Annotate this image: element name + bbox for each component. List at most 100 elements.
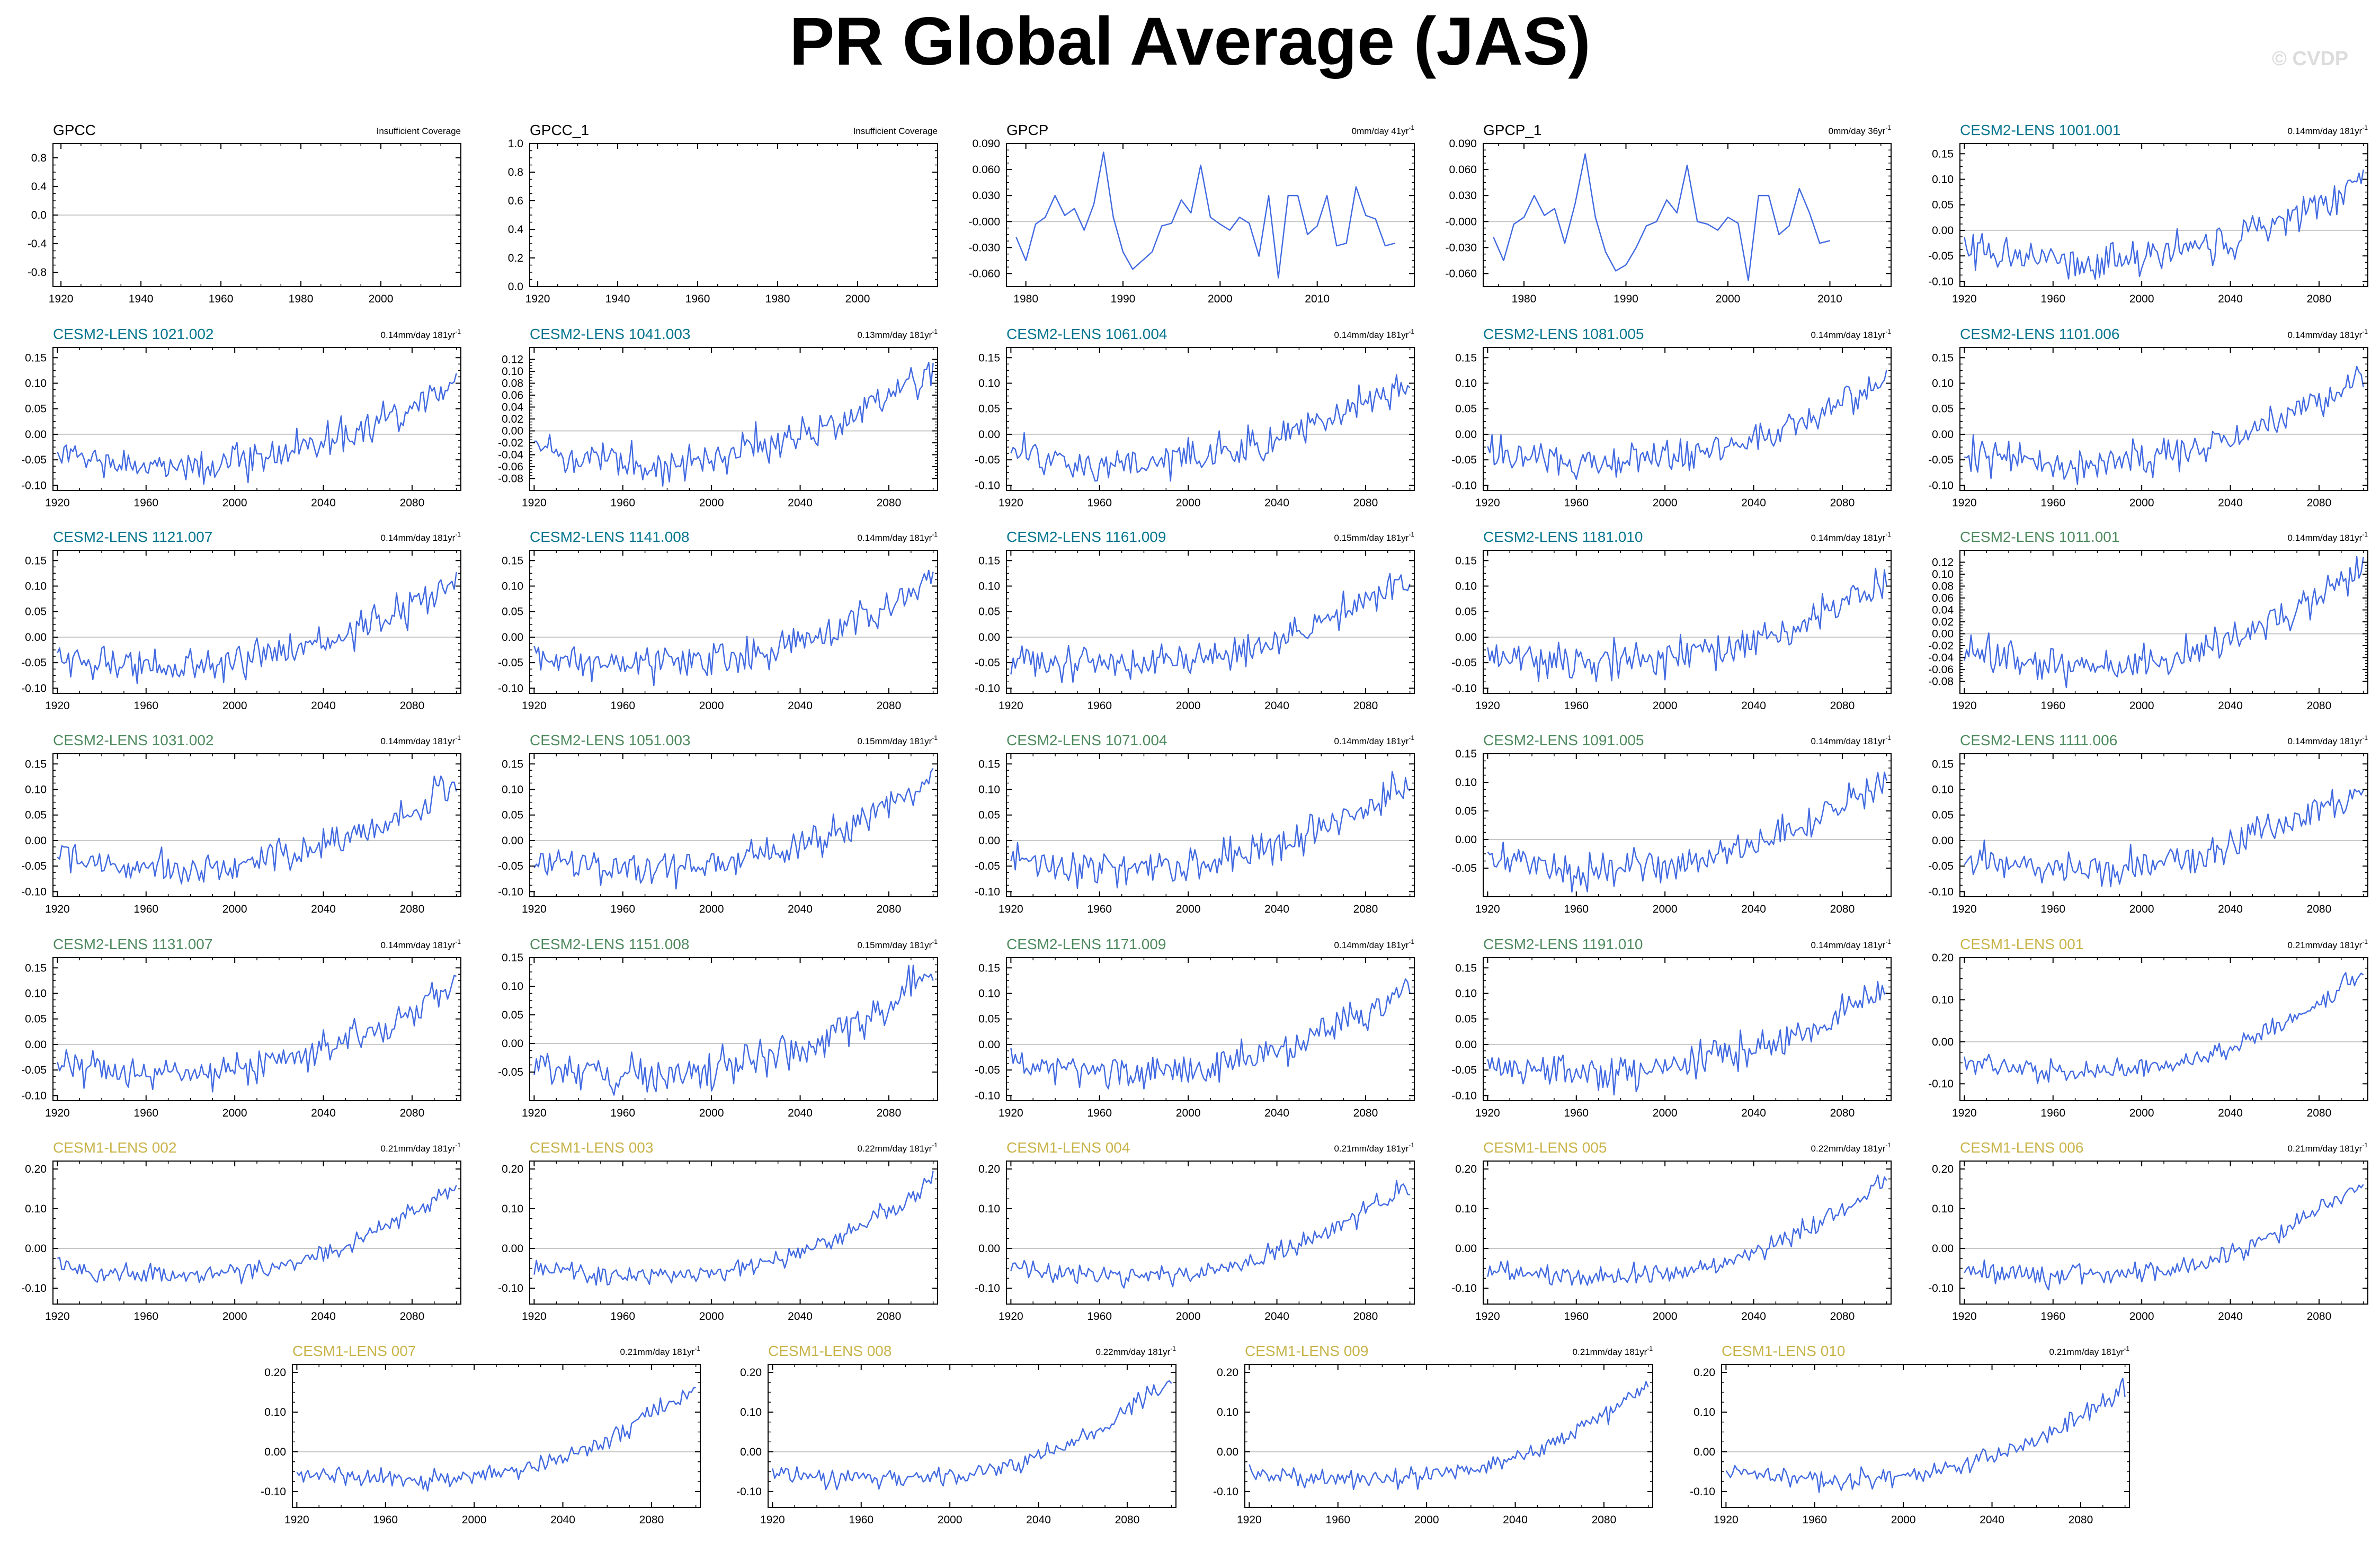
y-tick-label: 0.10 (502, 1203, 523, 1215)
x-tick-label: 2040 (1264, 700, 1289, 712)
y-tick-label: 0.00 (502, 631, 523, 644)
y-tick-label: -0.05 (498, 1066, 523, 1078)
panel-26: CESM1-LENS 002 0.21mm/day 181yr-1 -0.10 0.0… (21, 1139, 461, 1323)
y-tick-label: 0.10 (25, 1203, 47, 1215)
panel-title: CESM2-LENS 1011.001 (1960, 529, 2119, 545)
x-tick-label: 2000 (2129, 700, 2154, 712)
y-tick-label: 0.04 (502, 401, 523, 414)
panel-trend-label: 0.14mm/day 181yr-1 (2288, 124, 2368, 136)
panel-trend-label: 0.14mm/day 181yr-1 (1811, 938, 1892, 950)
x-tick-label: 1920 (522, 700, 547, 712)
x-tick-label: 2040 (2218, 497, 2243, 509)
panel-title: CESM1-LENS 009 (1245, 1343, 1368, 1359)
x-tick-label: 2080 (1353, 700, 1378, 712)
x-tick-label: 2040 (550, 1514, 575, 1526)
x-tick-label: 2000 (1653, 1107, 1678, 1119)
x-tick-label: 2000 (1653, 1310, 1678, 1323)
y-tick-label: -0.05 (498, 860, 523, 872)
x-tick-label: 1990 (1111, 293, 1136, 305)
y-tick-label: 0.00 (1693, 1446, 1715, 1458)
y-tick-label: 0.05 (25, 1013, 47, 1025)
series-line (1493, 153, 1830, 281)
y-tick-label: -0.06 (498, 461, 523, 473)
y-tick-label: 0.05 (1932, 403, 1954, 415)
panel-title: CESM2-LENS 1181.010 (1483, 529, 1643, 545)
y-tick-label: -0.10 (1451, 479, 1477, 492)
trend-exponent: -1 (1409, 328, 1414, 335)
series-line (1487, 771, 1887, 893)
y-tick-label: 0.20 (1455, 1163, 1477, 1175)
y-tick-label: 0.15 (978, 758, 1000, 770)
trend-exponent: -1 (932, 938, 938, 945)
plot-frame (1006, 753, 1415, 897)
y-tick-label: 0.00 (1932, 1243, 1954, 1255)
y-tick-label: -0.05 (1451, 1064, 1477, 1076)
panel-trend-label: 0mm/day 41yr-1 (1352, 124, 1415, 136)
x-tick-label: 2000 (2129, 1310, 2154, 1323)
x-tick-label: 1920 (1475, 1107, 1500, 1119)
x-tick-label: 1980 (765, 293, 790, 305)
x-tick-label: 1920 (1475, 700, 1500, 712)
panel-title: CESM1-LENS 003 (530, 1139, 653, 1156)
series-line (1010, 573, 1411, 683)
x-tick-label: 2080 (2307, 1310, 2332, 1323)
series-line (57, 975, 457, 1093)
panel-title: CESM2-LENS 1021.002 (53, 326, 214, 342)
x-tick-label: 2040 (311, 903, 336, 915)
series-line (1964, 1184, 2364, 1291)
y-tick-label: 0.05 (25, 403, 47, 415)
y-tick-label: -0.05 (975, 454, 1000, 466)
x-tick-label: 1920 (1952, 1310, 1977, 1323)
x-tick-label: 2040 (311, 1310, 336, 1323)
x-tick-label: 2080 (1353, 1107, 1378, 1119)
series-line (1015, 151, 1395, 279)
x-tick-label: 2040 (1741, 903, 1766, 915)
panel-title: CESM2-LENS 1161.009 (1006, 529, 1166, 545)
panel-28: CESM1-LENS 004 0.21mm/day 181yr-1 -0.10 0.0… (975, 1139, 1415, 1323)
x-tick-label: 1920 (999, 700, 1023, 712)
y-tick-label: 0.15 (502, 758, 523, 770)
x-tick-label: 2040 (1264, 1107, 1289, 1119)
y-tick-label: 0.090 (972, 138, 1000, 150)
panel-title: CESM1-LENS 007 (292, 1343, 416, 1359)
x-tick-label: 1960 (2040, 1310, 2065, 1323)
y-tick-label: 0.00 (978, 835, 1000, 847)
y-tick-label: 0.030 (972, 190, 1000, 202)
series-line (1010, 1180, 1410, 1289)
panel-16: CESM2-LENS 1031.002 0.14mm/day 181yr-1 -0.… (21, 732, 461, 915)
x-tick-label: 2080 (877, 1107, 902, 1119)
series-line (1964, 788, 2364, 888)
x-tick-label: 1920 (49, 293, 74, 305)
panel-trend-label: 0.21mm/day 181yr-1 (1334, 1141, 1415, 1154)
plot-frame (768, 1364, 1176, 1508)
x-tick-label: 1940 (129, 293, 154, 305)
y-tick-label: -0.04 (498, 449, 523, 461)
y-tick-label: 0.05 (978, 606, 1000, 618)
plot-frame (1721, 1364, 2130, 1508)
x-tick-label: 2080 (1353, 903, 1378, 915)
trend-exponent: -1 (1885, 124, 1891, 131)
series-line (533, 768, 934, 890)
plot-frame (1006, 957, 1415, 1101)
y-tick-label: 0.05 (502, 1009, 523, 1021)
x-tick-label: 2040 (2218, 1310, 2243, 1323)
y-tick-label: 0.15 (1932, 758, 1954, 770)
x-tick-label: 2000 (845, 293, 870, 305)
series-line (772, 1380, 1172, 1490)
x-tick-label: 2000 (699, 700, 724, 712)
x-tick-label: 2040 (1264, 497, 1289, 509)
y-tick-label: -0.02 (498, 437, 523, 449)
x-tick-label: 1960 (610, 903, 635, 915)
y-tick-label: 0.10 (978, 784, 1000, 796)
x-tick-label: 1960 (1564, 700, 1589, 712)
x-tick-label: 1920 (1237, 1514, 1262, 1526)
x-tick-label: 2040 (311, 497, 336, 509)
x-tick-label: 2080 (1353, 1310, 1378, 1323)
panel-33: CESM1-LENS 009 0.21mm/day 181yr-1 -0.10 0.0… (1213, 1343, 1653, 1526)
x-tick-label: 1960 (2040, 497, 2065, 509)
x-tick-label: 2000 (699, 497, 724, 509)
y-tick-label: 0.05 (1932, 809, 1954, 822)
series-line (1487, 369, 1887, 480)
y-tick-label: 0.10 (1932, 1203, 1954, 1215)
y-tick-label: 0.10 (978, 378, 1000, 390)
